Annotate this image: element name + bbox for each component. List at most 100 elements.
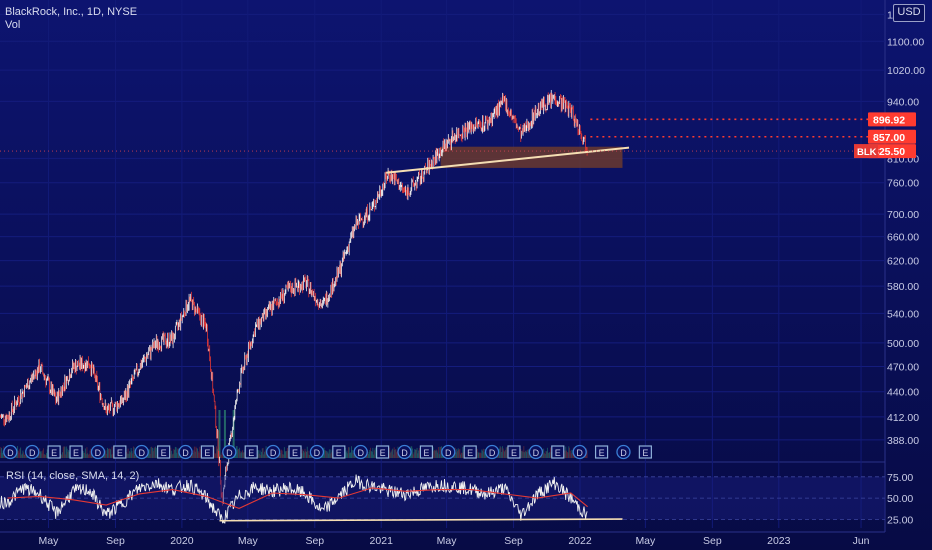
volume-bar [260, 454, 262, 458]
volume-bar [505, 447, 507, 458]
event-marker-label: E [423, 448, 429, 458]
volume-bar [280, 449, 282, 458]
volume-bar [371, 451, 373, 458]
event-marker-label: E [467, 448, 473, 458]
rsi-pane [0, 474, 885, 524]
rsi-tick-label: 50.00 [887, 493, 913, 505]
volume-bar [395, 448, 397, 458]
price-tick-label: 440.00 [887, 387, 919, 399]
volume-bar [458, 449, 460, 458]
price-axis[interactable]: 388.00 412.00 440.00 470.00 500.00 540.00 580.… [887, 9, 925, 446]
volume-bar [174, 449, 176, 458]
volume-bar [132, 446, 134, 458]
volume-bar [439, 446, 441, 458]
volume-bar [461, 452, 463, 458]
volume-bar [177, 448, 179, 458]
volume-bar [499, 446, 501, 458]
volume-bar [440, 447, 442, 458]
volume-bar [526, 452, 528, 458]
volume-bar [366, 454, 368, 458]
volume-bar [221, 452, 223, 458]
volume-bar [527, 449, 529, 458]
volume-bar [435, 449, 437, 458]
volume-bar [567, 452, 569, 458]
earnings-marker-box [244, 445, 258, 459]
dividend-marker-circle [528, 444, 544, 460]
volume-bar [283, 454, 285, 458]
volume-bar [308, 454, 310, 458]
time-axis[interactable]: May Sep 2020 May Sep 2021 May Sep 2022 May Sep 2023… [39, 535, 870, 547]
level-price-label: 896.92 [873, 114, 905, 126]
volume-bar [0, 452, 1, 458]
rsi-tick-label: 25.00 [887, 514, 913, 526]
volume-bar [521, 450, 523, 458]
level-price-label: 857.00 [873, 132, 905, 144]
price-tick-label: 470.00 [887, 362, 919, 374]
earnings-marker: E [69, 445, 83, 459]
volume-bar [84, 452, 86, 458]
dividend-marker: D [3, 444, 18, 460]
volume-bar [128, 453, 130, 458]
earnings-marker: E [288, 445, 302, 459]
volume-bar [282, 454, 284, 458]
volume-bar [522, 451, 524, 458]
earnings-marker-box [113, 445, 127, 459]
volume-bar [243, 452, 245, 458]
volume-bar [134, 454, 136, 458]
earnings-marker: E [157, 445, 171, 459]
trendline-line[interactable] [386, 146, 630, 174]
volume-bar [39, 448, 41, 458]
currency-button[interactable]: USD [893, 4, 925, 22]
event-marker-label: E [204, 448, 210, 458]
earnings-marker: E [113, 445, 127, 459]
volume-bar [352, 452, 354, 458]
volume-bar [126, 453, 128, 458]
event-marker-label: D [489, 448, 496, 458]
volume-bar [261, 448, 263, 458]
dividend-marker: D [90, 444, 106, 460]
volume-bar [375, 447, 377, 458]
level-tag [868, 129, 916, 144]
volume-bar [196, 448, 198, 458]
volume-bar [329, 453, 331, 458]
volume-bar [479, 452, 481, 458]
volume-bar [195, 446, 197, 458]
volume-bar [569, 447, 571, 458]
trendline[interactable] [386, 146, 630, 174]
volume-bar [414, 449, 416, 458]
volume-bar [326, 452, 328, 458]
volume-bar [196, 448, 198, 458]
volume-bar [302, 450, 304, 458]
event-marker-label: E [51, 448, 57, 458]
event-marker-label: D [620, 448, 627, 458]
volume-bar [390, 451, 392, 458]
symbol-header: BlackRock, Inc., 1D, NYSE Vol [5, 6, 137, 32]
price-tick-label: 540.00 [887, 308, 919, 320]
time-tick-label: 2021 [370, 535, 394, 547]
volume-bar [327, 451, 329, 458]
volume-bar [504, 451, 506, 458]
volume-bar [241, 450, 243, 458]
rsi-axis[interactable]: 25.00 50.00 75.00 [887, 472, 913, 527]
volume-bar [67, 452, 69, 458]
price-tick-label: 760.00 [887, 178, 919, 190]
volume-bar [46, 449, 48, 458]
price-tick-label: 1100.00 [887, 36, 924, 48]
earnings-marker-box [376, 445, 390, 459]
ticker-tag [854, 144, 878, 159]
volume-bar [257, 450, 259, 458]
volume-bar [65, 446, 67, 458]
volume-bar [284, 451, 286, 458]
volume-bar [88, 453, 90, 458]
earnings-marker-box [288, 445, 302, 459]
dividend-marker-circle [265, 444, 281, 460]
event-marker-label: E [599, 448, 605, 458]
volume-bar [177, 449, 179, 458]
volume-bar [214, 453, 216, 458]
volume-bar [106, 453, 108, 458]
volume-bar [415, 449, 417, 458]
volume-bar [39, 451, 41, 458]
event-marker-label: E [73, 448, 79, 458]
volume-bar [216, 446, 218, 458]
